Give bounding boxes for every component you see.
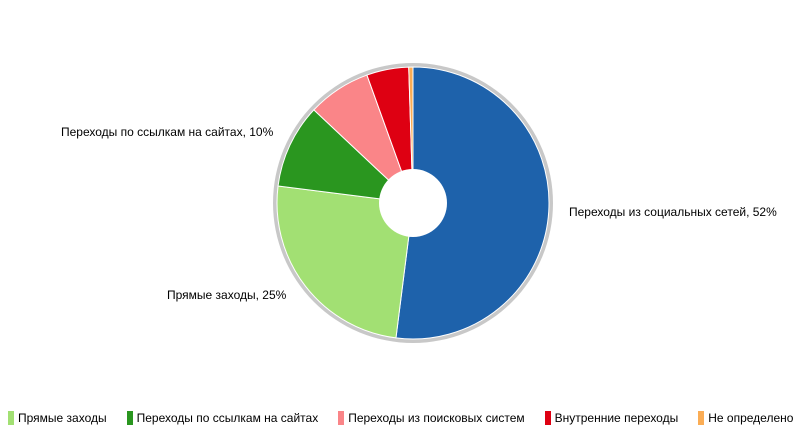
pie-slice-1[interactable] [276, 185, 414, 339]
legend-swatch [126, 411, 133, 425]
legend-label: Переходы из поисковых систем [348, 411, 525, 425]
slices-group [276, 66, 550, 340]
legend-label: Переходы по ссылкам на сайтах [136, 411, 319, 425]
legend-item-links[interactable]: Переходы по ссылкам на сайтах [126, 411, 319, 425]
donut-hole [379, 169, 447, 237]
slice-label-links: Переходы по ссылкам на сайтах, 10% [61, 125, 274, 139]
legend-label: Не определено [708, 411, 794, 425]
legend-item-direct[interactable]: Прямые заходы [8, 411, 107, 425]
pie-slice-5[interactable] [408, 66, 414, 204]
slice-label-social: Переходы из социальных сетей, 52% [569, 205, 777, 219]
legend-swatch [338, 411, 345, 425]
legend-swatch [8, 411, 14, 425]
slice-label-direct: Прямые заходы, 25% [167, 288, 287, 302]
pie-slice-2[interactable] [277, 109, 415, 204]
legend-label: Прямые заходы [18, 411, 107, 425]
legend-swatch [698, 411, 705, 425]
legend: Прямые заходы Переходы по ссылкам на сай… [8, 410, 793, 426]
legend-item-search[interactable]: Переходы из поисковых систем [338, 411, 525, 425]
pie-slice-0[interactable] [395, 66, 550, 340]
legend-item-undefined[interactable]: Не определено [698, 411, 793, 425]
legend-label: Внутренние переходы [554, 411, 679, 425]
legend-swatch [544, 411, 551, 425]
legend-item-internal[interactable]: Внутренние переходы [544, 411, 679, 425]
